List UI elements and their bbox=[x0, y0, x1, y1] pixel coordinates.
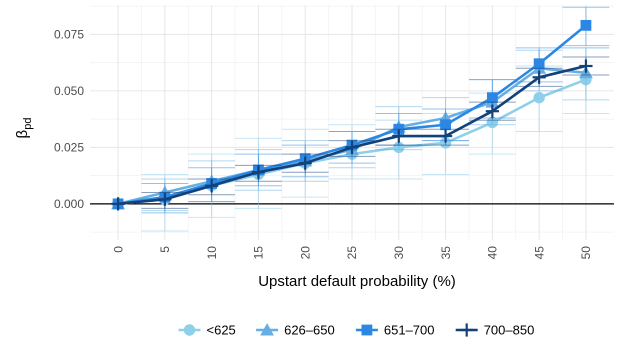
x-tick-label: 35 bbox=[439, 246, 453, 260]
x-tick-label: 10 bbox=[205, 246, 219, 260]
cross-marker bbox=[532, 70, 546, 84]
square-marker bbox=[361, 324, 373, 336]
series-points bbox=[111, 59, 593, 211]
legend-label: 700–850 bbox=[484, 323, 535, 338]
square-marker bbox=[486, 92, 498, 104]
cross-marker bbox=[345, 140, 359, 154]
y-axis-title-main: β bbox=[14, 129, 31, 138]
y-tick-label: 0.050 bbox=[54, 84, 84, 98]
x-tick-label: 20 bbox=[298, 246, 312, 260]
data-series bbox=[111, 6, 610, 232]
cross-marker bbox=[438, 129, 453, 143]
legend-item: 626–650 bbox=[256, 323, 335, 338]
legend-label: <625 bbox=[207, 323, 236, 338]
x-tick-label: 5 bbox=[158, 246, 172, 253]
square-marker bbox=[580, 19, 592, 31]
x-tick-label: 40 bbox=[486, 246, 500, 260]
x-tick-label: 30 bbox=[392, 246, 406, 260]
y-tick-label: 0.000 bbox=[54, 197, 84, 211]
legend-label: 626–650 bbox=[284, 323, 335, 338]
y-tick-label: 0.075 bbox=[54, 27, 84, 41]
series-4 bbox=[111, 56, 610, 211]
x-tick-label: 25 bbox=[345, 246, 359, 260]
circle-marker bbox=[533, 91, 545, 104]
cross-marker bbox=[111, 197, 125, 211]
x-axis-ticks: 0 5 10 15 20 25 30 35 40 45 50 bbox=[111, 246, 593, 260]
error-bars bbox=[141, 56, 610, 209]
y-tick-label: 0.025 bbox=[54, 140, 84, 154]
circle-marker bbox=[183, 324, 196, 336]
legend-item: <625 bbox=[178, 323, 236, 338]
cross-marker bbox=[392, 129, 406, 143]
x-tick-label: 45 bbox=[532, 246, 546, 260]
legend-item: 700–850 bbox=[455, 323, 535, 338]
x-tick-label: 15 bbox=[252, 246, 266, 260]
x-tick-label: 50 bbox=[579, 246, 593, 260]
triangle-marker bbox=[260, 323, 274, 336]
series-2 bbox=[111, 47, 610, 212]
cross-marker bbox=[579, 59, 593, 73]
cross-marker bbox=[298, 156, 312, 170]
x-axis-title: Upstart default probability (%) bbox=[258, 273, 456, 290]
square-marker bbox=[440, 119, 451, 131]
y-axis-title: βpd bbox=[14, 118, 34, 139]
cross-marker bbox=[158, 192, 172, 206]
y-axis-title-subscript: pd bbox=[22, 118, 34, 130]
square-marker bbox=[533, 58, 545, 70]
series-3 bbox=[112, 6, 610, 214]
cross-marker bbox=[251, 165, 266, 179]
cross-marker bbox=[460, 323, 474, 337]
cross-marker bbox=[205, 179, 219, 193]
cross-marker bbox=[485, 104, 499, 118]
legend-item: 651–700 bbox=[355, 323, 435, 338]
x-tick-label: 0 bbox=[111, 246, 125, 253]
legend: <625 626–650 651–700 700–850 bbox=[178, 323, 535, 338]
grid-lines bbox=[90, 5, 614, 240]
legend-label: 651–700 bbox=[384, 323, 435, 338]
y-axis-ticks: 0.000 0.025 0.050 0.075 bbox=[54, 27, 84, 210]
